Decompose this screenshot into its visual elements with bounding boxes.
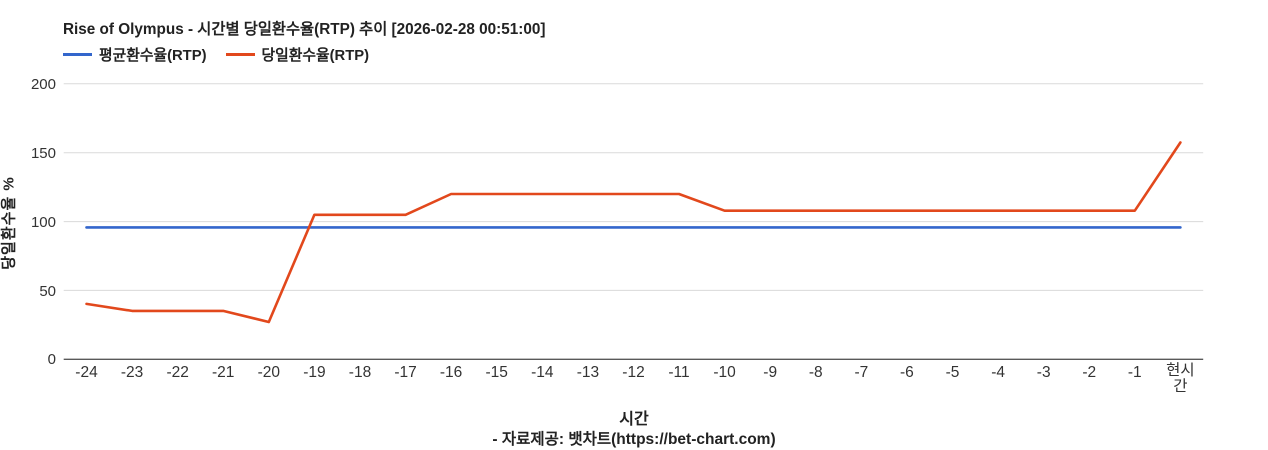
svg-text:-10: -10: [713, 364, 736, 381]
svg-text:-1: -1: [1128, 364, 1142, 381]
svg-text:0: 0: [48, 351, 56, 368]
svg-text:-12: -12: [622, 364, 644, 381]
svg-text:-18: -18: [349, 364, 371, 381]
svg-text:-24: -24: [75, 364, 98, 381]
svg-text:-16: -16: [440, 364, 462, 381]
svg-text:-13: -13: [577, 364, 599, 381]
svg-text:-19: -19: [303, 364, 325, 381]
svg-text:-14: -14: [531, 364, 554, 381]
svg-text:-9: -9: [763, 364, 777, 381]
svg-text:간: 간: [1173, 377, 1187, 395]
svg-text:-23: -23: [121, 364, 143, 381]
svg-text:-21: -21: [212, 364, 234, 381]
svg-text:200: 200: [31, 76, 56, 93]
svg-text:-4: -4: [991, 364, 1005, 381]
svg-text:50: 50: [39, 283, 56, 300]
svg-text:현시: 현시: [1166, 361, 1195, 379]
svg-text:-22: -22: [166, 364, 188, 381]
svg-text:-6: -6: [900, 364, 914, 381]
svg-text:-5: -5: [946, 364, 960, 381]
svg-text:-8: -8: [809, 364, 823, 381]
svg-text:-15: -15: [485, 364, 507, 381]
svg-text:100: 100: [31, 214, 56, 231]
svg-text:-3: -3: [1037, 364, 1051, 381]
svg-text:-20: -20: [258, 364, 281, 381]
svg-text:-7: -7: [855, 364, 869, 381]
svg-text:-11: -11: [668, 364, 689, 381]
svg-text:-2: -2: [1082, 364, 1096, 381]
svg-text:-17: -17: [394, 364, 416, 381]
svg-text:150: 150: [31, 145, 56, 162]
